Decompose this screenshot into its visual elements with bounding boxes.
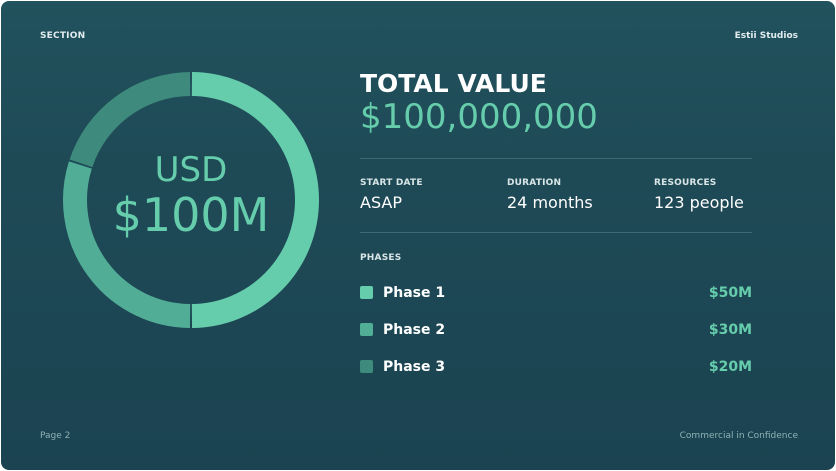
total-value-title: TOTAL VALUE [360,69,547,98]
stat-value: 24 months [507,193,593,212]
stat-start-date: START DATE ASAP [360,178,423,212]
brand-name: Estii Studios [734,31,798,41]
section-label: SECTION [40,31,86,41]
donut-center-label: USD $100M [50,151,332,241]
donut-currency: USD [154,150,228,190]
total-value-amount: $100,000,000 [360,97,598,137]
donut-chart [63,72,319,328]
phase-swatch [360,360,373,373]
confidentiality-note: Commercial in Confidence [679,431,798,441]
stat-value: ASAP [360,193,402,212]
phase-row: Phase 2 $30M [360,320,752,340]
divider-bottom [360,232,752,233]
phase-name: Phase 1 [383,285,446,301]
phase-value: $20M [708,359,752,375]
phase-row: Phase 1 $50M [360,283,752,303]
phase-swatch [360,286,373,299]
stat-label: DURATION [507,178,562,188]
stat-value: 123 people [654,193,744,212]
donut-segment-phase-1 [191,72,319,328]
phases-label: PHASES [360,253,402,263]
stat-resources: RESOURCES 123 people [654,178,744,212]
phase-value: $50M [708,285,752,301]
page-number: Page 2 [40,431,71,441]
donut-amount: $100M [112,188,270,242]
stat-label: START DATE [360,178,423,188]
stat-duration: DURATION 24 months [507,178,593,212]
phase-name: Phase 2 [383,322,446,338]
phase-value: $30M [708,322,752,338]
phase-swatch [360,323,373,336]
phase-name: Phase 3 [383,359,446,375]
donut-segment-phase-2 [63,161,191,328]
donut-segment-phase-3 [69,72,191,168]
stat-label: RESOURCES [654,178,717,188]
phase-row: Phase 3 $20M [360,357,752,377]
divider-top [360,158,752,159]
